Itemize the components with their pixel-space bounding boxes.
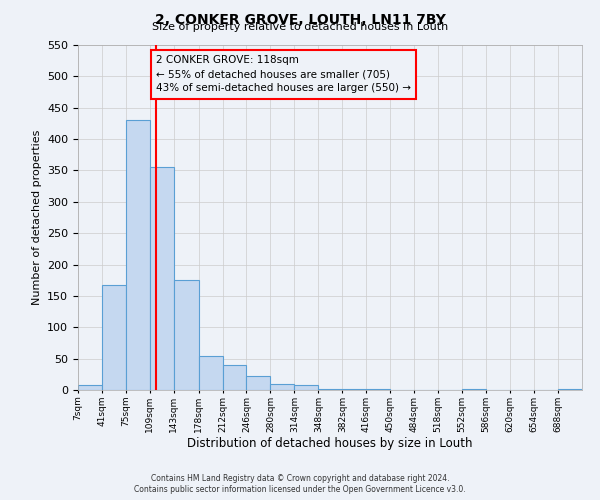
Bar: [247, 376, 271, 390]
Bar: [223, 365, 247, 390]
Bar: [126, 120, 150, 390]
Text: 2, CONKER GROVE, LOUTH, LN11 7BY: 2, CONKER GROVE, LOUTH, LN11 7BY: [155, 12, 445, 26]
Text: Contains HM Land Registry data © Crown copyright and database right 2024.
Contai: Contains HM Land Registry data © Crown c…: [134, 474, 466, 494]
Y-axis label: Number of detached properties: Number of detached properties: [32, 130, 41, 305]
Bar: [102, 284, 126, 390]
Bar: [271, 384, 295, 390]
Bar: [78, 385, 102, 390]
Bar: [295, 385, 319, 390]
Bar: [199, 356, 223, 390]
Bar: [174, 280, 199, 390]
X-axis label: Distribution of detached houses by size in Louth: Distribution of detached houses by size …: [187, 438, 473, 450]
Text: Size of property relative to detached houses in Louth: Size of property relative to detached ho…: [152, 22, 448, 32]
Text: 2 CONKER GROVE: 118sqm
← 55% of detached houses are smaller (705)
43% of semi-de: 2 CONKER GROVE: 118sqm ← 55% of detached…: [156, 56, 411, 94]
Bar: [150, 168, 174, 390]
